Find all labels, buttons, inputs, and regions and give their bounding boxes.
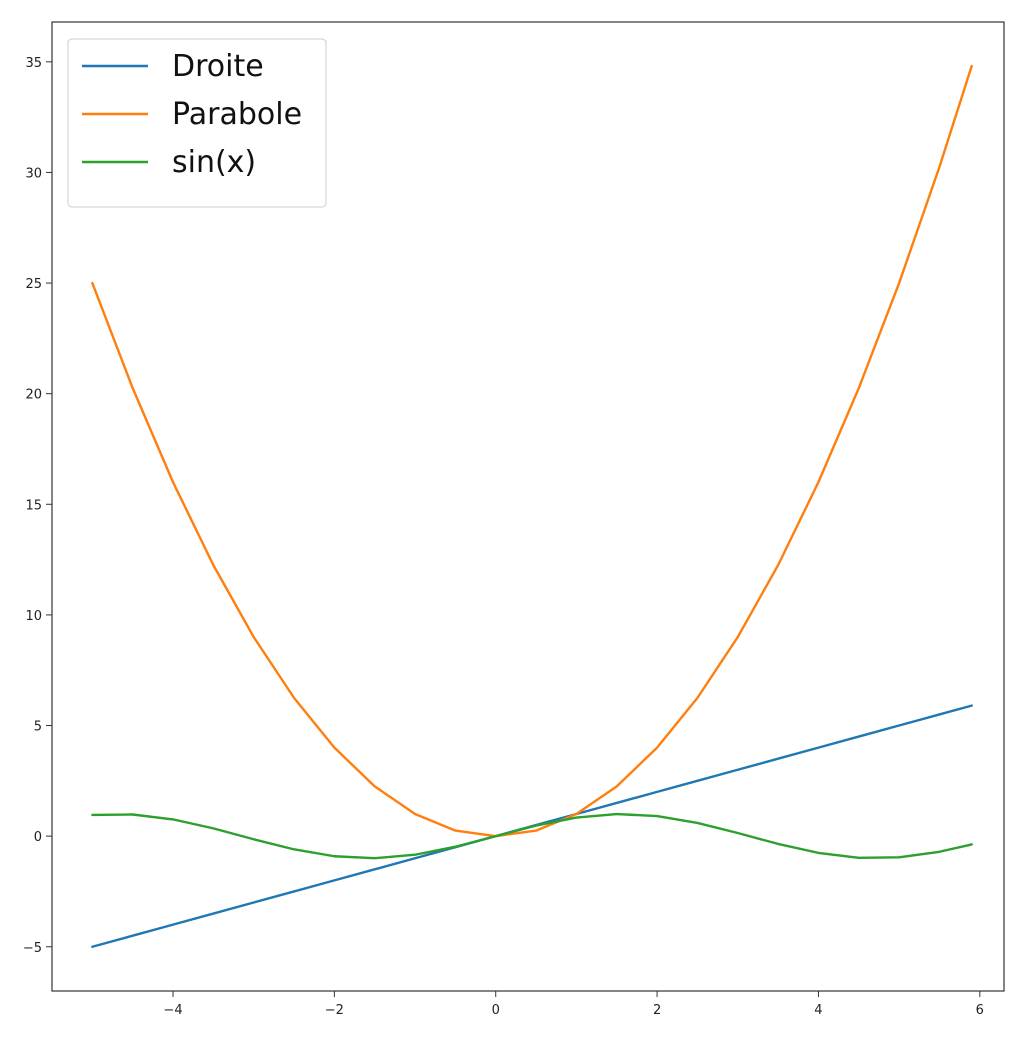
y-tick-label: 20 xyxy=(25,388,42,403)
legend-label-0: Droite xyxy=(172,49,264,84)
y-tick-label: −5 xyxy=(23,941,42,956)
legend-label-1: Parabole xyxy=(172,97,302,132)
y-tick-label: 0 xyxy=(34,830,42,845)
series-line-2 xyxy=(91,812,973,860)
legend-box xyxy=(67,38,327,208)
y-tick-label: 5 xyxy=(34,720,42,735)
y-tick-label: 15 xyxy=(25,498,42,513)
axes-layer: −4 −2 0 2 4 6 −5 0 5 10 15 20 25 30 35 xyxy=(23,56,984,1018)
x-tick-label: 2 xyxy=(653,1003,661,1018)
y-tick-label: 25 xyxy=(25,277,42,292)
plot-frame xyxy=(51,21,1005,992)
series-line-1 xyxy=(91,64,973,838)
y-tick-label: 35 xyxy=(25,56,42,71)
series-layer xyxy=(91,64,973,948)
x-tick-label: 0 xyxy=(492,1003,500,1018)
legend-label-2: sin(x) xyxy=(172,145,256,180)
x-tick-label: −4 xyxy=(163,1003,182,1018)
x-tick-label: 4 xyxy=(814,1003,822,1018)
x-tick-label: −2 xyxy=(325,1003,344,1018)
x-tick-label: 6 xyxy=(976,1003,984,1018)
y-tick-label: 10 xyxy=(25,609,42,624)
y-tick-label: 30 xyxy=(25,166,42,181)
legend: Droite Parabole sin(x) xyxy=(67,38,327,208)
